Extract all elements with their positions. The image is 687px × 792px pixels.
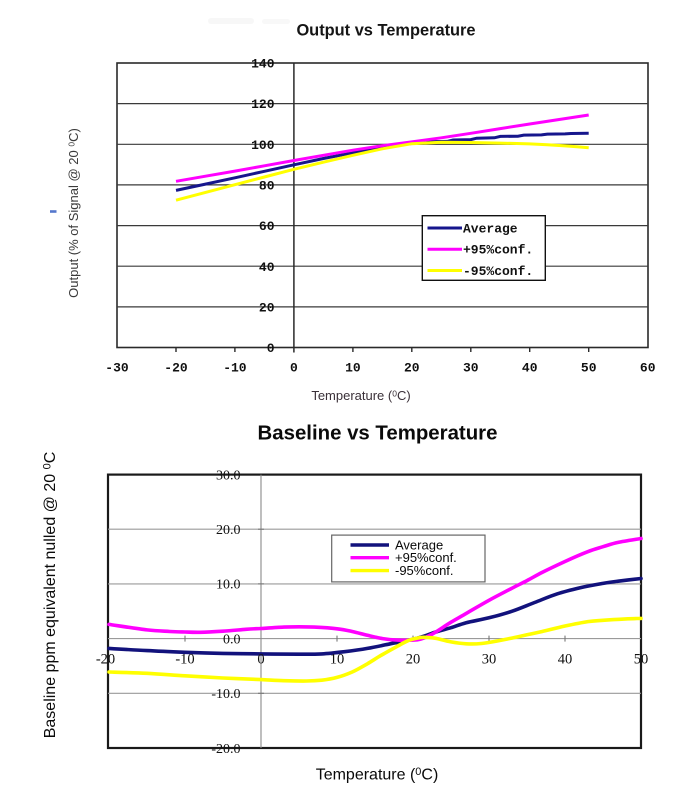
svg-text:Average: Average (395, 537, 443, 552)
svg-text:-95%conf.: -95%conf. (395, 563, 454, 578)
svg-text:140: 140 (251, 57, 275, 72)
svg-text:Baseline ppm equivalent nulled: Baseline ppm equivalent nulled @ 20 0C (42, 452, 60, 739)
svg-text:0: 0 (257, 652, 264, 668)
svg-text:40: 40 (522, 361, 538, 376)
svg-text:20.0: 20.0 (216, 523, 241, 538)
svg-text:40: 40 (558, 652, 573, 668)
svg-text:-20.0: -20.0 (211, 742, 240, 757)
svg-text:0: 0 (267, 341, 275, 356)
svg-text:20: 20 (259, 301, 275, 316)
svg-text:Output vs Temperature: Output vs Temperature (296, 22, 475, 40)
svg-text:50: 50 (581, 361, 597, 376)
svg-text:20: 20 (404, 361, 420, 376)
svg-text:-95%conf.: -95%conf. (463, 264, 533, 279)
svg-text:Baseline vs Temperature: Baseline vs Temperature (258, 423, 498, 445)
svg-text:Output (% of Signal @ 20 0C): Output (% of Signal @ 20 0C) (66, 128, 81, 298)
svg-text:+95%conf.: +95%conf. (463, 243, 533, 258)
svg-text:30: 30 (482, 652, 497, 668)
svg-text:80: 80 (259, 179, 275, 194)
svg-text:20: 20 (406, 652, 421, 668)
svg-text:+95%conf.: +95%conf. (395, 550, 457, 565)
svg-text:30.0: 30.0 (216, 468, 241, 483)
svg-text:40: 40 (259, 260, 275, 275)
svg-text:Temperature (0C): Temperature (0C) (311, 388, 410, 403)
svg-text:Average: Average (463, 221, 518, 236)
svg-text:120: 120 (251, 97, 275, 112)
svg-text:60: 60 (259, 219, 275, 234)
svg-text:-10: -10 (223, 361, 247, 376)
svg-text:10: 10 (330, 652, 345, 668)
svg-text:-10: -10 (175, 652, 194, 668)
svg-text:-20: -20 (96, 652, 115, 668)
svg-text:-20: -20 (164, 361, 188, 376)
svg-text:-30: -30 (105, 361, 129, 376)
svg-text:100: 100 (251, 138, 275, 153)
svg-text:0.0: 0.0 (223, 632, 241, 647)
svg-text:-10.0: -10.0 (211, 687, 240, 702)
svg-text:10.0: 10.0 (216, 578, 241, 593)
svg-text:50: 50 (634, 652, 649, 668)
svg-text:10: 10 (345, 361, 361, 376)
svg-text:Temperature (0C): Temperature (0C) (316, 766, 439, 784)
svg-text:0: 0 (290, 361, 298, 376)
svg-text:60: 60 (640, 361, 656, 376)
svg-text:30: 30 (463, 361, 479, 376)
